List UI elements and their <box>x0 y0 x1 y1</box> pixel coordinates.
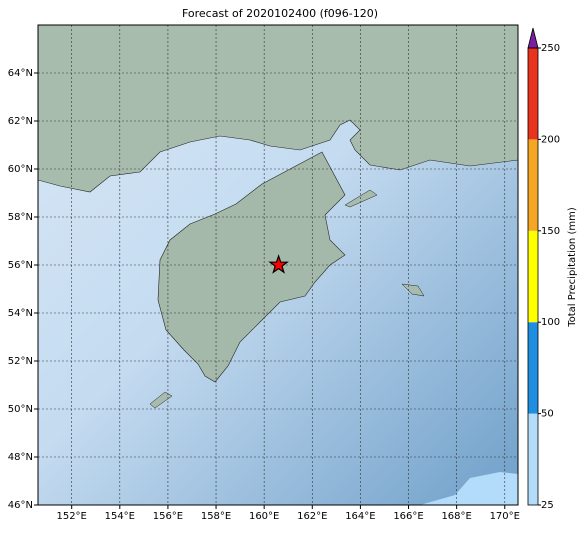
colorbar-segment <box>528 413 538 505</box>
y-tick-label: 48°N <box>8 452 33 463</box>
colorbar-extend <box>527 27 539 49</box>
colorbar-segment <box>528 230 538 323</box>
x-tick-label: 154°E <box>105 511 135 522</box>
chart-title: Forecast of 2020102400 (f096-120) <box>182 7 378 20</box>
y-tick-label: 62°N <box>8 116 33 127</box>
y-tick-label: 52°N <box>8 356 33 367</box>
y-tick-label: 54°N <box>8 308 33 319</box>
x-tick-label: 162°E <box>297 511 327 522</box>
x-tick-label: 158°E <box>201 511 231 522</box>
x-tick-label: 170°E <box>490 511 520 522</box>
x-tick-label: 160°E <box>249 511 279 522</box>
colorbar-tick-label: 50 <box>541 409 554 420</box>
land-mainland <box>38 25 518 193</box>
colorbar-tick-label: 150 <box>541 226 560 237</box>
location-marker <box>268 254 289 274</box>
colorbar-tick-label: 250 <box>541 43 560 54</box>
colorbar-tick-label: 200 <box>541 134 560 145</box>
colorbar-tick-label: 100 <box>541 317 560 328</box>
island <box>344 189 378 208</box>
y-tick-label: 58°N <box>8 212 33 223</box>
x-tick-label: 164°E <box>345 511 375 522</box>
island <box>149 391 173 409</box>
y-tick-label: 56°N <box>8 260 33 271</box>
colorbar-segment <box>528 48 538 140</box>
land-kamchatka <box>157 151 346 383</box>
colorbar-tick-label: 25 <box>541 500 554 511</box>
y-tick-label: 60°N <box>8 164 33 175</box>
colorbar-segment <box>528 139 538 231</box>
colorbar-frame <box>527 47 539 506</box>
y-tick-label: 46°N <box>8 500 33 511</box>
y-tick-label: 64°N <box>8 68 33 79</box>
x-tick-label: 156°E <box>153 511 183 522</box>
x-tick-label: 166°E <box>393 511 423 522</box>
precip-area <box>420 472 518 505</box>
x-tick-label: 152°E <box>56 511 86 522</box>
y-tick-label: 50°N <box>8 404 33 415</box>
x-tick-label: 168°E <box>441 511 471 522</box>
colorbar-segment <box>528 322 538 414</box>
colorbar-label: Total Precipitation (mm) <box>567 207 578 328</box>
